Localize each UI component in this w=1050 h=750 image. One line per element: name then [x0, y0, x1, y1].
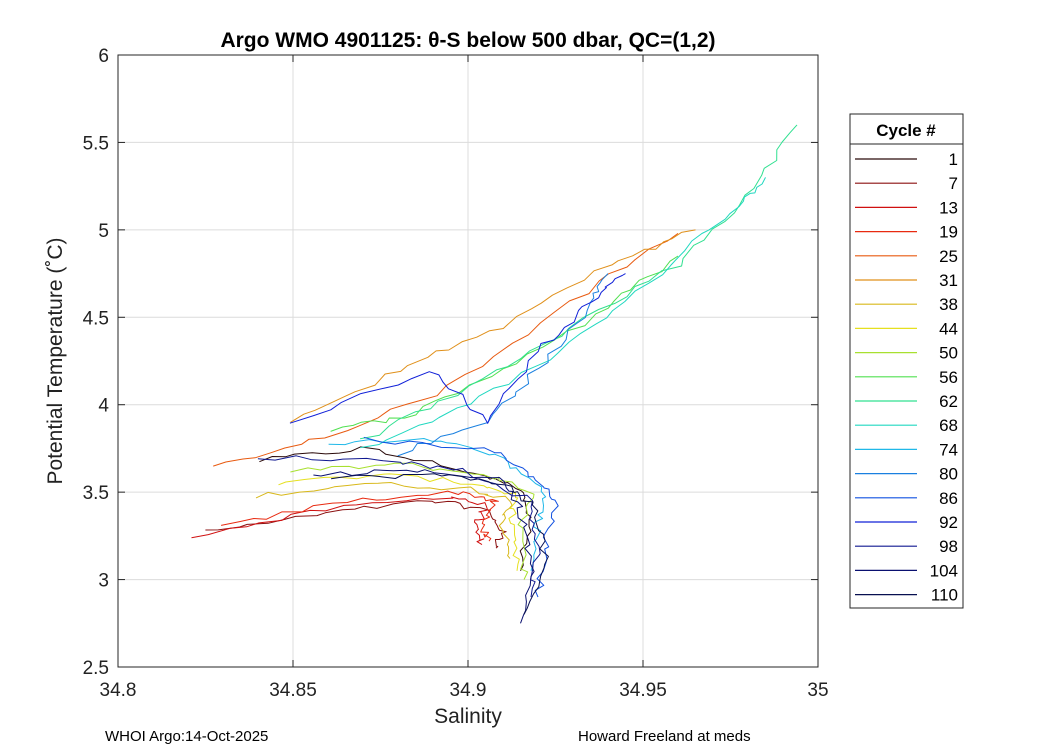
legend-box — [849, 113, 964, 609]
series-line-cycle-19 — [221, 490, 499, 542]
series-line-cycle-31 — [290, 229, 696, 423]
plot-area: 34.8 34.85 34.9 34.95 35 2.5 3 3.5 4 4.5 5 5.5 6 — [83, 46, 829, 701]
legend: Cycle # 1 7 13 19 25 31 38 44 50 56 62 68 74 80 86 92 98… — [849, 113, 964, 609]
x-tick-label: 34.95 — [619, 680, 667, 701]
series-line-cycle-56 — [330, 255, 679, 432]
series-line-cycle-62 — [360, 124, 798, 440]
y-tick-label: 6 — [98, 46, 109, 67]
series-line-cycle-68 — [360, 177, 766, 449]
legend-label: 68 — [939, 416, 958, 435]
series-line-cycle-80 — [397, 273, 609, 457]
x-tick-label: 34.8 — [100, 680, 137, 701]
legend-label: 13 — [939, 198, 958, 217]
y-tick-label: 4.5 — [83, 308, 109, 329]
x-ticks: 34.8 34.85 34.9 34.95 35 — [100, 55, 829, 701]
x-axis-label: Salinity — [434, 705, 502, 728]
series-layer — [191, 124, 798, 624]
legend-label: 62 — [939, 392, 958, 411]
y-tick-label: 3.5 — [83, 483, 109, 504]
y-tick-label: 3 — [98, 571, 109, 592]
legend-label: 50 — [939, 344, 958, 363]
series-line-cycle-110 — [331, 473, 549, 615]
y-ticks: 2.5 3 3.5 4 4.5 5 5.5 6 — [83, 46, 818, 679]
legend-label: 56 — [939, 368, 958, 387]
series-line-cycle-92 — [289, 273, 626, 424]
legend-label: 74 — [939, 440, 958, 459]
series-line-cycle-13 — [191, 496, 489, 546]
y-tick-label: 2.5 — [83, 658, 109, 679]
legend-entries: 1 7 13 19 25 31 38 44 50 56 62 68 74 80 86 92 98 104 110 — [855, 150, 958, 605]
footer-left: WHOI Argo:14-Oct-2025 — [105, 728, 268, 745]
legend-title: Cycle # — [876, 121, 936, 140]
legend-label: 110 — [931, 586, 958, 605]
series-line-cycle-7 — [205, 500, 507, 549]
legend-label: 1 — [949, 150, 958, 169]
series-line-cycle-86 — [363, 436, 559, 598]
legend-label: 80 — [939, 465, 958, 484]
series-line-cycle-38 — [255, 482, 513, 559]
y-tick-label: 5 — [98, 221, 109, 242]
legend-label: 104 — [930, 561, 958, 580]
y-axis-label: Potential Temperature (˚C) — [44, 237, 67, 484]
series-line-cycle-44 — [278, 473, 520, 571]
series-line-cycle-50 — [290, 462, 535, 580]
series-line-cycle-74 — [328, 438, 547, 571]
legend-label: 44 — [939, 319, 958, 338]
x-tick-label: 35 — [807, 680, 828, 701]
series-line-cycle-104 — [313, 469, 535, 624]
x-tick-label: 34.85 — [269, 680, 317, 701]
x-tick-label: 34.9 — [450, 680, 487, 701]
legend-label: 38 — [939, 295, 958, 314]
chart-title: Argo WMO 4901125: θ-S below 500 dbar, QC… — [220, 29, 715, 52]
legend-label: 98 — [939, 537, 958, 556]
legend-label: 86 — [939, 489, 958, 508]
legend-label: 92 — [939, 513, 958, 532]
legend-label: 19 — [939, 223, 958, 242]
footer-right: Howard Freeland at meds — [578, 728, 751, 745]
y-tick-label: 4 — [98, 396, 109, 417]
legend-label: 7 — [949, 174, 958, 193]
legend-label: 25 — [939, 247, 958, 266]
y-tick-label: 5.5 — [83, 133, 109, 154]
legend-label: 31 — [939, 271, 958, 290]
